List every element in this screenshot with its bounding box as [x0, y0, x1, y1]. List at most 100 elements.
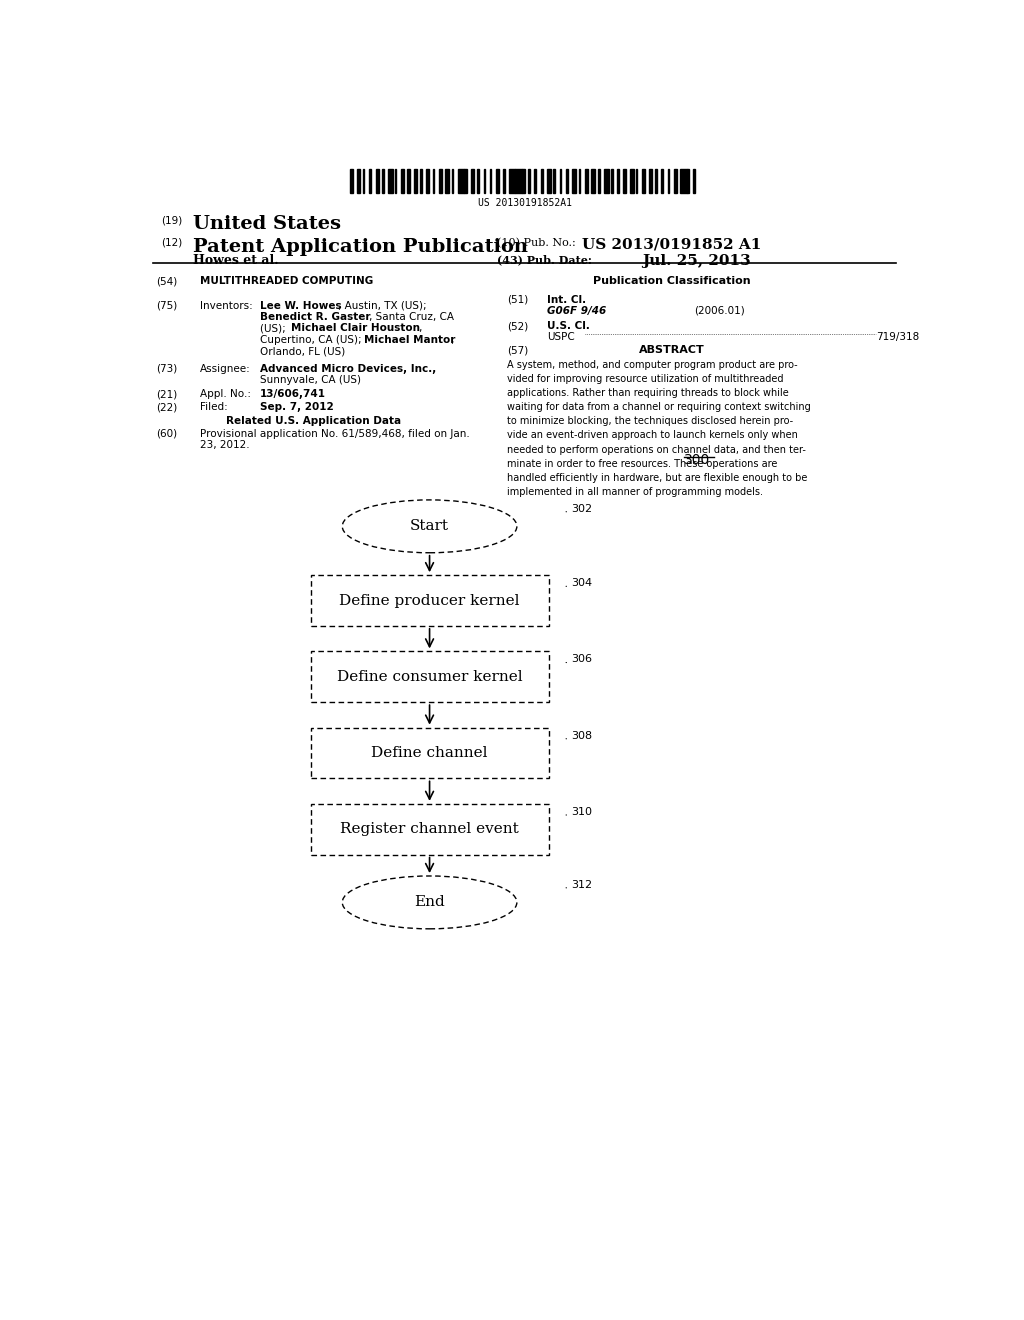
Bar	[433, 169, 434, 193]
Bar	[680, 169, 687, 193]
Text: (US);: (US);	[260, 323, 289, 334]
Text: (19): (19)	[162, 215, 182, 226]
Text: (57): (57)	[507, 346, 528, 355]
Text: 23, 2012.: 23, 2012.	[201, 440, 250, 450]
Text: Related U.S. Application Data: Related U.S. Application Data	[226, 416, 401, 425]
Text: (51): (51)	[507, 294, 528, 305]
Bar	[598, 169, 600, 193]
Text: (2006.01): (2006.01)	[694, 306, 744, 315]
Text: , Austin, TX (US);: , Austin, TX (US);	[338, 301, 426, 310]
Text: USPC: USPC	[547, 333, 574, 342]
Bar	[515, 169, 521, 193]
Bar	[553, 169, 555, 193]
Bar	[624, 169, 627, 193]
Text: ,: ,	[451, 335, 454, 345]
Ellipse shape	[342, 500, 517, 553]
Text: , Santa Cruz, CA: , Santa Cruz, CA	[370, 312, 455, 322]
Text: 312: 312	[570, 879, 592, 890]
Text: (60): (60)	[157, 429, 178, 438]
Bar	[521, 169, 525, 193]
Text: Sep. 7, 2012: Sep. 7, 2012	[260, 403, 334, 412]
Text: Define consumer kernel: Define consumer kernel	[337, 669, 522, 684]
Bar	[535, 169, 536, 193]
Text: ,: ,	[419, 323, 422, 334]
Text: 308: 308	[570, 731, 592, 741]
Text: (21): (21)	[157, 389, 178, 399]
Bar	[579, 169, 581, 193]
Text: (52): (52)	[507, 321, 528, 331]
Text: Start: Start	[410, 519, 450, 533]
Bar	[458, 169, 465, 193]
Bar	[497, 169, 499, 193]
Text: 300: 300	[684, 453, 710, 467]
Bar	[509, 169, 515, 193]
Text: Jul. 25, 2013: Jul. 25, 2013	[642, 253, 751, 268]
Text: Int. Cl.: Int. Cl.	[547, 294, 586, 305]
Bar	[426, 169, 429, 193]
Text: Assignee:: Assignee:	[201, 364, 251, 374]
Text: 310: 310	[570, 807, 592, 817]
Text: Sunnyvale, CA (US): Sunnyvale, CA (US)	[260, 375, 360, 385]
Bar	[388, 169, 393, 193]
Text: (73): (73)	[157, 364, 178, 374]
Text: A system, method, and computer program product are pro-
vided for improving reso: A system, method, and computer program p…	[507, 359, 811, 498]
Text: United States: United States	[194, 215, 341, 234]
Text: 304: 304	[570, 578, 592, 589]
Bar	[585, 169, 589, 193]
Bar	[642, 169, 645, 193]
Text: Cupertino, CA (US);: Cupertino, CA (US);	[260, 335, 365, 345]
Text: Inventors:: Inventors:	[201, 301, 253, 310]
Text: 306: 306	[570, 655, 592, 664]
Bar	[370, 169, 371, 193]
Bar	[662, 169, 663, 193]
Bar	[483, 169, 485, 193]
Bar	[445, 169, 449, 193]
Text: End: End	[414, 895, 445, 909]
Bar	[636, 169, 638, 193]
Bar	[350, 169, 352, 193]
Text: US 20130191852A1: US 20130191852A1	[478, 198, 571, 209]
Text: MULTITHREADED COMPUTING: MULTITHREADED COMPUTING	[201, 276, 374, 286]
Bar	[592, 169, 595, 193]
Bar	[465, 169, 467, 193]
Text: Lee W. Howes: Lee W. Howes	[260, 301, 341, 310]
Bar	[401, 169, 403, 193]
FancyBboxPatch shape	[310, 576, 549, 626]
Text: Filed:: Filed:	[201, 403, 228, 412]
Text: Define producer kernel: Define producer kernel	[339, 594, 520, 607]
Text: (12): (12)	[162, 238, 182, 248]
Text: (75): (75)	[157, 301, 178, 310]
Ellipse shape	[342, 876, 517, 929]
Text: (54): (54)	[157, 276, 178, 286]
Bar	[687, 169, 689, 193]
Text: U.S. Cl.: U.S. Cl.	[547, 321, 590, 331]
Text: Howes et al.: Howes et al.	[194, 253, 279, 267]
Text: (22): (22)	[157, 403, 178, 412]
Bar	[414, 169, 417, 193]
Bar	[560, 169, 561, 193]
Bar	[489, 169, 492, 193]
Bar	[572, 169, 575, 193]
Text: Provisional application No. 61/589,468, filed on Jan.: Provisional application No. 61/589,468, …	[201, 429, 470, 438]
FancyBboxPatch shape	[310, 804, 549, 854]
Text: G06F 9/46: G06F 9/46	[547, 306, 606, 315]
Text: ABSTRACT: ABSTRACT	[639, 346, 705, 355]
Bar	[362, 169, 365, 193]
Bar	[477, 169, 479, 193]
FancyBboxPatch shape	[310, 651, 549, 702]
Bar	[541, 169, 543, 193]
Bar	[376, 169, 379, 193]
Text: 719/318: 719/318	[877, 333, 920, 342]
Bar	[616, 169, 620, 193]
Bar	[528, 169, 529, 193]
Text: Benedict R. Gaster: Benedict R. Gaster	[260, 312, 371, 322]
Bar	[655, 169, 657, 193]
Text: Appl. No.:: Appl. No.:	[201, 389, 251, 399]
Bar	[674, 169, 677, 193]
Text: (10) Pub. No.:: (10) Pub. No.:	[497, 238, 580, 248]
Bar	[471, 169, 474, 193]
Text: 302: 302	[570, 504, 592, 513]
Text: Michael Mantor: Michael Mantor	[365, 335, 456, 345]
FancyBboxPatch shape	[310, 727, 549, 779]
Text: Advanced Micro Devices, Inc.,: Advanced Micro Devices, Inc.,	[260, 364, 436, 374]
